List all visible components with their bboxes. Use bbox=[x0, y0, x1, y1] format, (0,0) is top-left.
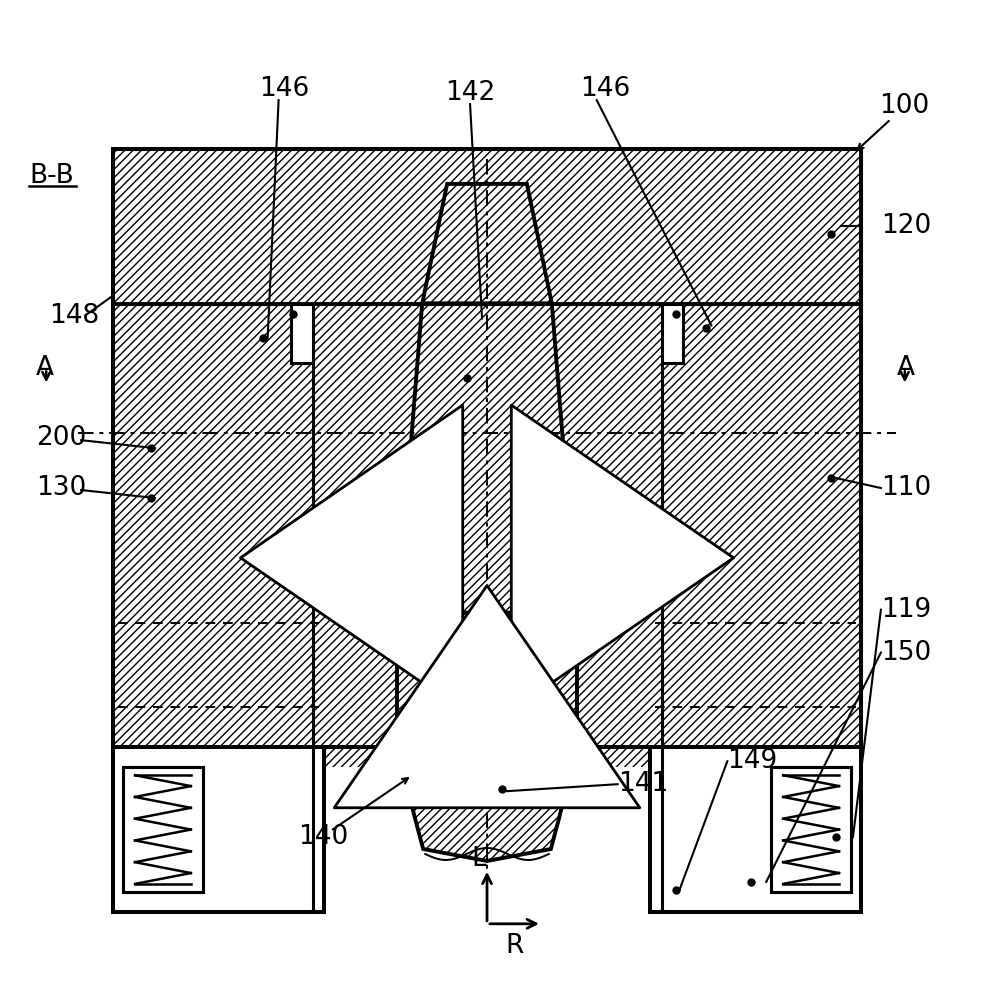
Bar bbox=[291, 304, 313, 363]
Text: 120: 120 bbox=[881, 213, 931, 239]
Text: 140: 140 bbox=[299, 824, 349, 850]
Text: 146: 146 bbox=[259, 76, 309, 102]
Bar bbox=[650, 747, 861, 912]
Bar bbox=[650, 747, 772, 912]
Text: 200: 200 bbox=[36, 425, 87, 451]
Text: A: A bbox=[896, 355, 915, 381]
Text: 130: 130 bbox=[36, 475, 87, 501]
Polygon shape bbox=[422, 184, 551, 304]
Text: 110: 110 bbox=[881, 475, 931, 501]
Text: 148: 148 bbox=[49, 303, 99, 329]
Text: R: R bbox=[505, 933, 524, 959]
Bar bbox=[202, 747, 324, 912]
Bar bbox=[123, 767, 202, 892]
Bar bbox=[113, 149, 861, 747]
Bar bbox=[123, 767, 202, 892]
Bar bbox=[313, 304, 662, 767]
Polygon shape bbox=[397, 304, 577, 613]
Text: 141: 141 bbox=[617, 771, 667, 797]
Text: 149: 149 bbox=[727, 748, 778, 774]
Text: 100: 100 bbox=[879, 93, 929, 119]
Text: 146: 146 bbox=[580, 76, 630, 102]
Bar bbox=[113, 304, 313, 747]
Text: L: L bbox=[472, 846, 487, 872]
Bar bbox=[113, 747, 324, 912]
Bar bbox=[662, 304, 861, 747]
Text: A: A bbox=[36, 355, 54, 381]
Text: B-B: B-B bbox=[29, 163, 74, 189]
Polygon shape bbox=[397, 613, 577, 747]
Bar bbox=[650, 747, 861, 912]
Text: 119: 119 bbox=[881, 597, 931, 623]
Text: 150: 150 bbox=[881, 640, 931, 666]
Polygon shape bbox=[397, 747, 577, 861]
Bar bbox=[772, 767, 851, 892]
Bar bbox=[662, 304, 683, 363]
Bar bbox=[113, 149, 861, 747]
Bar bbox=[772, 767, 851, 892]
Bar bbox=[113, 747, 324, 912]
Text: 142: 142 bbox=[445, 80, 495, 106]
Bar bbox=[113, 149, 861, 304]
